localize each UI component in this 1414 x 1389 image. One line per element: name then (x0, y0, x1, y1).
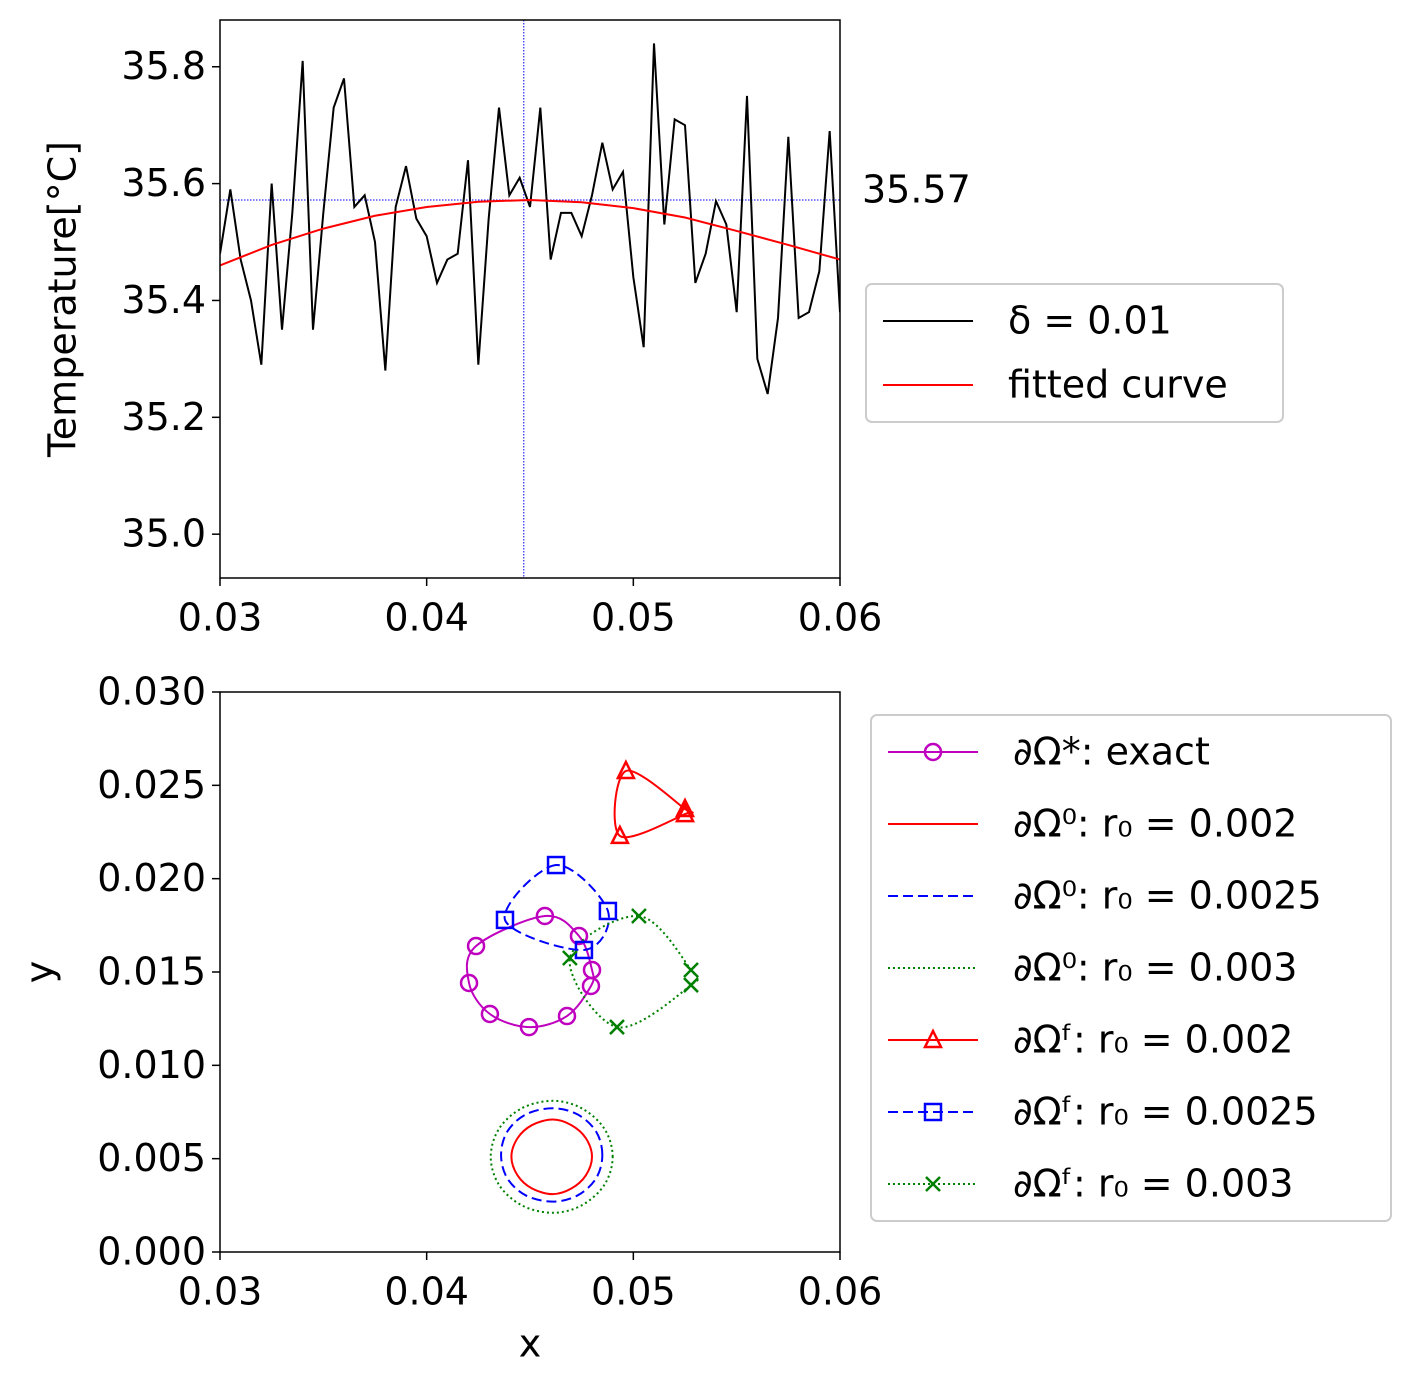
marker (546, 855, 566, 875)
legend-label: ∂Ωᶠ: r₀ = 0.003 (1013, 1162, 1293, 1206)
y-axis-label: y (18, 961, 62, 984)
x-tick-label: 0.06 (798, 596, 883, 640)
legend-label: ∂Ω*: exact (1013, 730, 1210, 774)
marker (922, 1028, 944, 1049)
y-tick-label: 0.020 (97, 856, 206, 900)
marker (495, 910, 515, 930)
y-tick-label: 0.015 (97, 950, 206, 994)
y-axis-label: Temperature[°C] (41, 141, 85, 458)
series-line (500, 1107, 604, 1203)
y-tick-label: 35.8 (121, 44, 206, 88)
marker (609, 824, 630, 845)
peak-label: 35.57 (862, 167, 971, 211)
y-tick-label: 0.000 (97, 1230, 206, 1274)
marker (574, 940, 594, 960)
marker (459, 973, 479, 993)
marker (569, 926, 589, 946)
marker (674, 797, 696, 818)
series-line (220, 43, 840, 395)
plot-area (465, 769, 700, 1214)
marker (582, 960, 602, 980)
x-tick-label: 0.04 (384, 596, 469, 640)
legend-label: fitted curve (1008, 363, 1228, 407)
marker (683, 962, 699, 978)
marker (535, 906, 555, 926)
marker (466, 936, 486, 956)
y-tick-label: 35.2 (121, 395, 206, 439)
legend-box (870, 714, 1392, 1222)
x-tick-label: 0.06 (798, 1270, 883, 1314)
x-axis-label: x (519, 1322, 542, 1366)
x-tick-label: 0.05 (591, 1270, 676, 1314)
x-tick-label: 0.05 (591, 596, 676, 640)
axes-frame (219, 691, 841, 1253)
series-line (613, 769, 694, 839)
marker (631, 908, 647, 924)
y-tick-label: 0.030 (97, 670, 206, 714)
legend-box (865, 283, 1284, 423)
y-tick-label: 0.010 (97, 1043, 206, 1087)
marker (598, 901, 618, 921)
legend-label: ∂Ω⁰: r₀ = 0.002 (1013, 802, 1297, 846)
marker (557, 1006, 577, 1026)
plot-area (220, 20, 840, 578)
legend-label: ∂Ω⁰: r₀ = 0.0025 (1013, 874, 1322, 918)
marker (674, 802, 696, 823)
series-line (465, 914, 595, 1029)
axes-frame (219, 19, 841, 579)
marker (519, 1017, 539, 1037)
legend-label: ∂Ω⁰: r₀ = 0.003 (1013, 946, 1297, 990)
legend-label: δ = 0.01 (1008, 299, 1172, 343)
x-tick-label: 0.04 (384, 1270, 469, 1314)
marker (925, 1176, 941, 1192)
series-line (568, 914, 700, 1029)
legend-label: ∂Ωᶠ: r₀ = 0.002 (1013, 1018, 1293, 1062)
y-tick-label: 0.025 (97, 763, 206, 807)
series-line (503, 864, 610, 951)
marker (615, 759, 636, 780)
series-line (220, 198, 840, 267)
x-tick-label: 0.03 (178, 596, 263, 640)
marker (609, 1019, 625, 1035)
marker (923, 742, 943, 762)
marker (683, 977, 699, 993)
x-tick-label: 0.03 (178, 1270, 263, 1314)
y-tick-label: 35.6 (121, 161, 206, 205)
y-tick-label: 35.0 (121, 512, 206, 556)
series-line (489, 1099, 614, 1214)
marker (480, 1004, 500, 1024)
legend-label: ∂Ωᶠ: r₀ = 0.0025 (1013, 1090, 1318, 1134)
y-tick-label: 35.4 (121, 278, 206, 322)
y-tick-label: 0.005 (97, 1136, 206, 1180)
marker (562, 950, 578, 966)
marker (923, 1102, 943, 1122)
series-line (510, 1118, 594, 1196)
